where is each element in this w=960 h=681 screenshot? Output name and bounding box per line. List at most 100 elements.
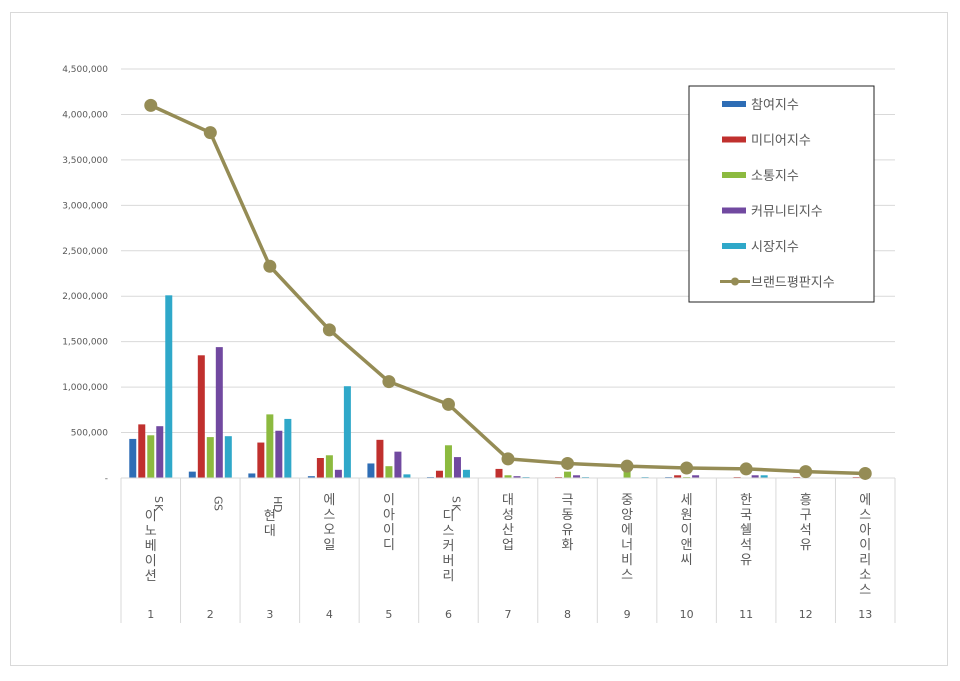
category-label-char: 유 [800,538,812,553]
category-label-char: 리 [442,569,454,584]
category-label-char: 스 [859,583,871,598]
category-label-char: 앙 [621,508,633,523]
bar-5 [760,475,768,478]
bar-2 [674,475,682,478]
rank-label: 1 [147,608,154,621]
y-tick-label: 1,500,000 [62,338,108,348]
line-point [501,452,515,466]
bar-3 [325,455,333,478]
category-label-char: 에 [621,523,633,538]
rank-label: 7 [505,608,512,621]
bar-2 [257,442,265,478]
legend-swatch [722,172,746,178]
bar-2 [138,424,146,478]
category-label-char: 극 [562,493,574,508]
line-point [561,456,575,470]
category-label-char: 중 [621,493,633,508]
category-label-char: 현 [264,509,276,524]
legend-swatch [722,101,746,107]
bar-1 [188,471,196,478]
category-label-char: 커 [442,539,454,554]
category-label-char: 앤 [681,538,693,553]
category-label-char: 대 [264,524,276,539]
category-label-char: 비 [621,553,633,568]
category-label-char: 디 [383,538,395,553]
category-label-char: 산 [502,523,514,538]
category-label-char: K [449,504,462,512]
category-label-char: 스 [323,508,335,523]
line-point [739,462,753,476]
category-label-char: 석 [800,523,812,538]
category-label-char: 이 [145,509,157,524]
rank-label: 10 [680,608,694,621]
category-label-char: 스 [859,508,871,523]
category-label-char: 너 [621,538,633,553]
bar-3 [206,437,214,478]
category-label-char: 국 [740,508,752,523]
rank-label: 9 [624,608,631,621]
category-label-char: 이 [383,493,395,508]
bar-3 [385,466,393,478]
bar-4 [275,430,283,478]
category-label-char: 이 [383,523,395,538]
line-point [441,397,455,411]
category-label-char: 노 [145,524,157,539]
rank-label: 8 [564,608,571,621]
legend [688,85,875,303]
legend-swatch [722,207,746,214]
legend-label: 커뮤니티지수 [751,205,823,220]
category-label-char: D [271,504,284,512]
category-label-char: 성 [502,508,514,523]
bar-1 [248,473,256,478]
bar-2 [316,458,324,478]
category-label-char: 베 [145,539,157,554]
bar-3 [444,445,452,478]
bar-1 [129,438,137,478]
category-label-char: 소 [859,568,871,583]
category-label-char: 스 [442,524,454,539]
category-label-char: G [211,496,224,505]
bar-1 [367,463,375,478]
category-label-char: 션 [145,569,157,584]
category-label-char: 이 [145,554,157,569]
category-label-char: 리 [859,553,871,568]
category-label-char: S [211,504,224,511]
line-point [263,259,277,273]
y-tick-label: 4,500,000 [62,65,108,75]
bar-5 [224,436,232,478]
category-label-char: 대 [502,493,514,508]
legend-label: 시장지수 [751,240,799,255]
category-label-char: 오 [323,523,335,538]
bar-5 [165,295,173,478]
bar-4 [573,475,581,478]
category-label-char: 이 [681,523,693,538]
bar-4 [156,426,164,478]
bar-4 [394,451,402,478]
legend-label: 소통지수 [751,169,799,184]
y-tick-label: 500,000 [71,429,108,439]
category-label-char: 업 [502,538,514,553]
legend-swatch-marker [731,277,739,286]
category-label-char: 이 [859,538,871,553]
bar-5 [462,469,470,478]
rank-label: 13 [858,608,872,621]
category-label-char: 한 [740,493,752,508]
category-label-char: 구 [800,508,812,523]
bar-3 [147,435,155,478]
rank-label: 12 [799,608,813,621]
y-tick-label: 4,000,000 [62,110,108,120]
bar-5 [343,386,351,478]
y-tick-label: - [105,474,108,484]
bar-2 [197,355,205,478]
y-tick-label: 3,500,000 [62,156,108,166]
bar-4 [692,475,700,478]
line-point [620,459,634,473]
legend-label: 미디어지수 [751,134,811,149]
bar-2 [376,439,384,478]
bar-2 [495,468,503,478]
category-label-char: 유 [740,553,752,568]
category-label-char: 아 [383,508,395,523]
y-tick-label: 1,000,000 [62,383,108,393]
line-point [382,375,396,389]
